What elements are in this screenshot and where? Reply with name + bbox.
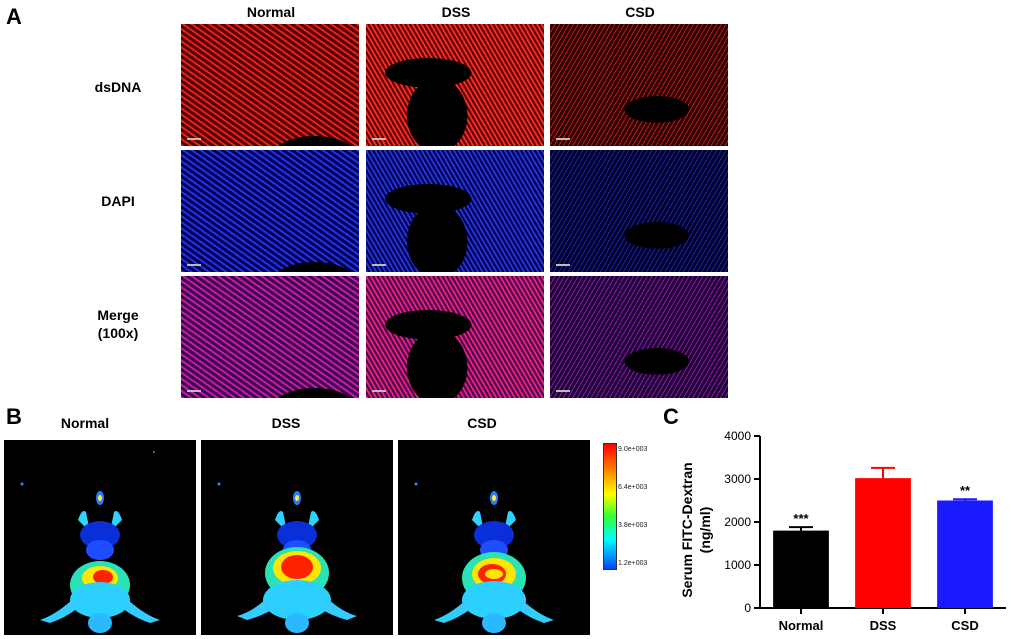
micrograph-merge-csd [550, 276, 728, 398]
panel-c-letter: C [663, 404, 679, 429]
panel-a-col-normal: Normal [246, 4, 296, 20]
panel-a-col-dss: DSS [441, 4, 471, 20]
row-label-line: (100x) [97, 325, 139, 341]
x-tick-label: DSS [870, 618, 897, 633]
panel-b-col-csd: CSD [467, 415, 497, 431]
panel-b-col-dss: DSS [271, 415, 301, 431]
y-axis-label-line2: (ng/ml) [697, 507, 713, 554]
micrograph-merge-normal [181, 276, 359, 398]
bar-csd [937, 500, 993, 608]
bar-dss [855, 478, 911, 608]
colorbar-tick: 1.2e+003 [618, 560, 648, 567]
row-label-line: Merge [97, 307, 139, 323]
ivis-image-dss [201, 440, 393, 635]
panel-a-row-dsdna: dsDNA [58, 78, 178, 96]
micrograph-dapi-csd [550, 150, 728, 272]
y-tick-label: 0 [744, 601, 751, 615]
colorbar-tick: 3.8e+003 [618, 522, 648, 529]
micrograph-dsdna-normal [181, 24, 359, 146]
row-label-line: dsDNA [94, 79, 142, 95]
bar-normal [773, 530, 829, 608]
micrograph-dsdna-csd [550, 24, 728, 146]
y-tick-label: 1000 [724, 558, 751, 572]
panel-a-letter: A [6, 4, 22, 29]
micrograph-dapi-normal [181, 150, 359, 272]
colorbar-tick: 6.4e+003 [618, 484, 648, 491]
ivis-image-csd [398, 440, 590, 635]
ivis-image-normal [4, 440, 196, 635]
row-label-line: DAPI [101, 193, 135, 209]
y-tick-label: 3000 [724, 472, 751, 486]
panel-a-row-merge: Merge (100x) [58, 306, 178, 342]
radiance-colorbar [603, 443, 617, 570]
colorbar-tick: 9.0e+003 [618, 446, 648, 453]
y-tick-label: 2000 [724, 515, 751, 529]
panel-a-col-csd: CSD [625, 4, 655, 20]
fitc-dextran-bar-chart: 0 1000 2000 3000 4000 Normal *** DSS CSD ** Seru… [679, 429, 1006, 633]
significance-label: ** [960, 483, 971, 498]
micrograph-dsdna-dss [366, 24, 544, 146]
mouse-heatmap [414, 482, 554, 633]
mouse-heatmap [20, 451, 160, 633]
panel-b-col-normal: Normal [60, 415, 110, 431]
mouse-heatmap [217, 482, 357, 633]
x-tick-label: CSD [951, 618, 978, 633]
panel-a-row-dapi: DAPI [58, 192, 178, 210]
y-tick-label: 4000 [724, 429, 751, 443]
micrograph-dapi-dss [366, 150, 544, 272]
panel-b-letter: B [6, 404, 22, 429]
x-tick-label: Normal [779, 618, 824, 633]
significance-label: *** [793, 511, 809, 526]
y-axis-label-line1: Serum FITC-Dextran [679, 462, 695, 597]
micrograph-merge-dss [366, 276, 544, 398]
